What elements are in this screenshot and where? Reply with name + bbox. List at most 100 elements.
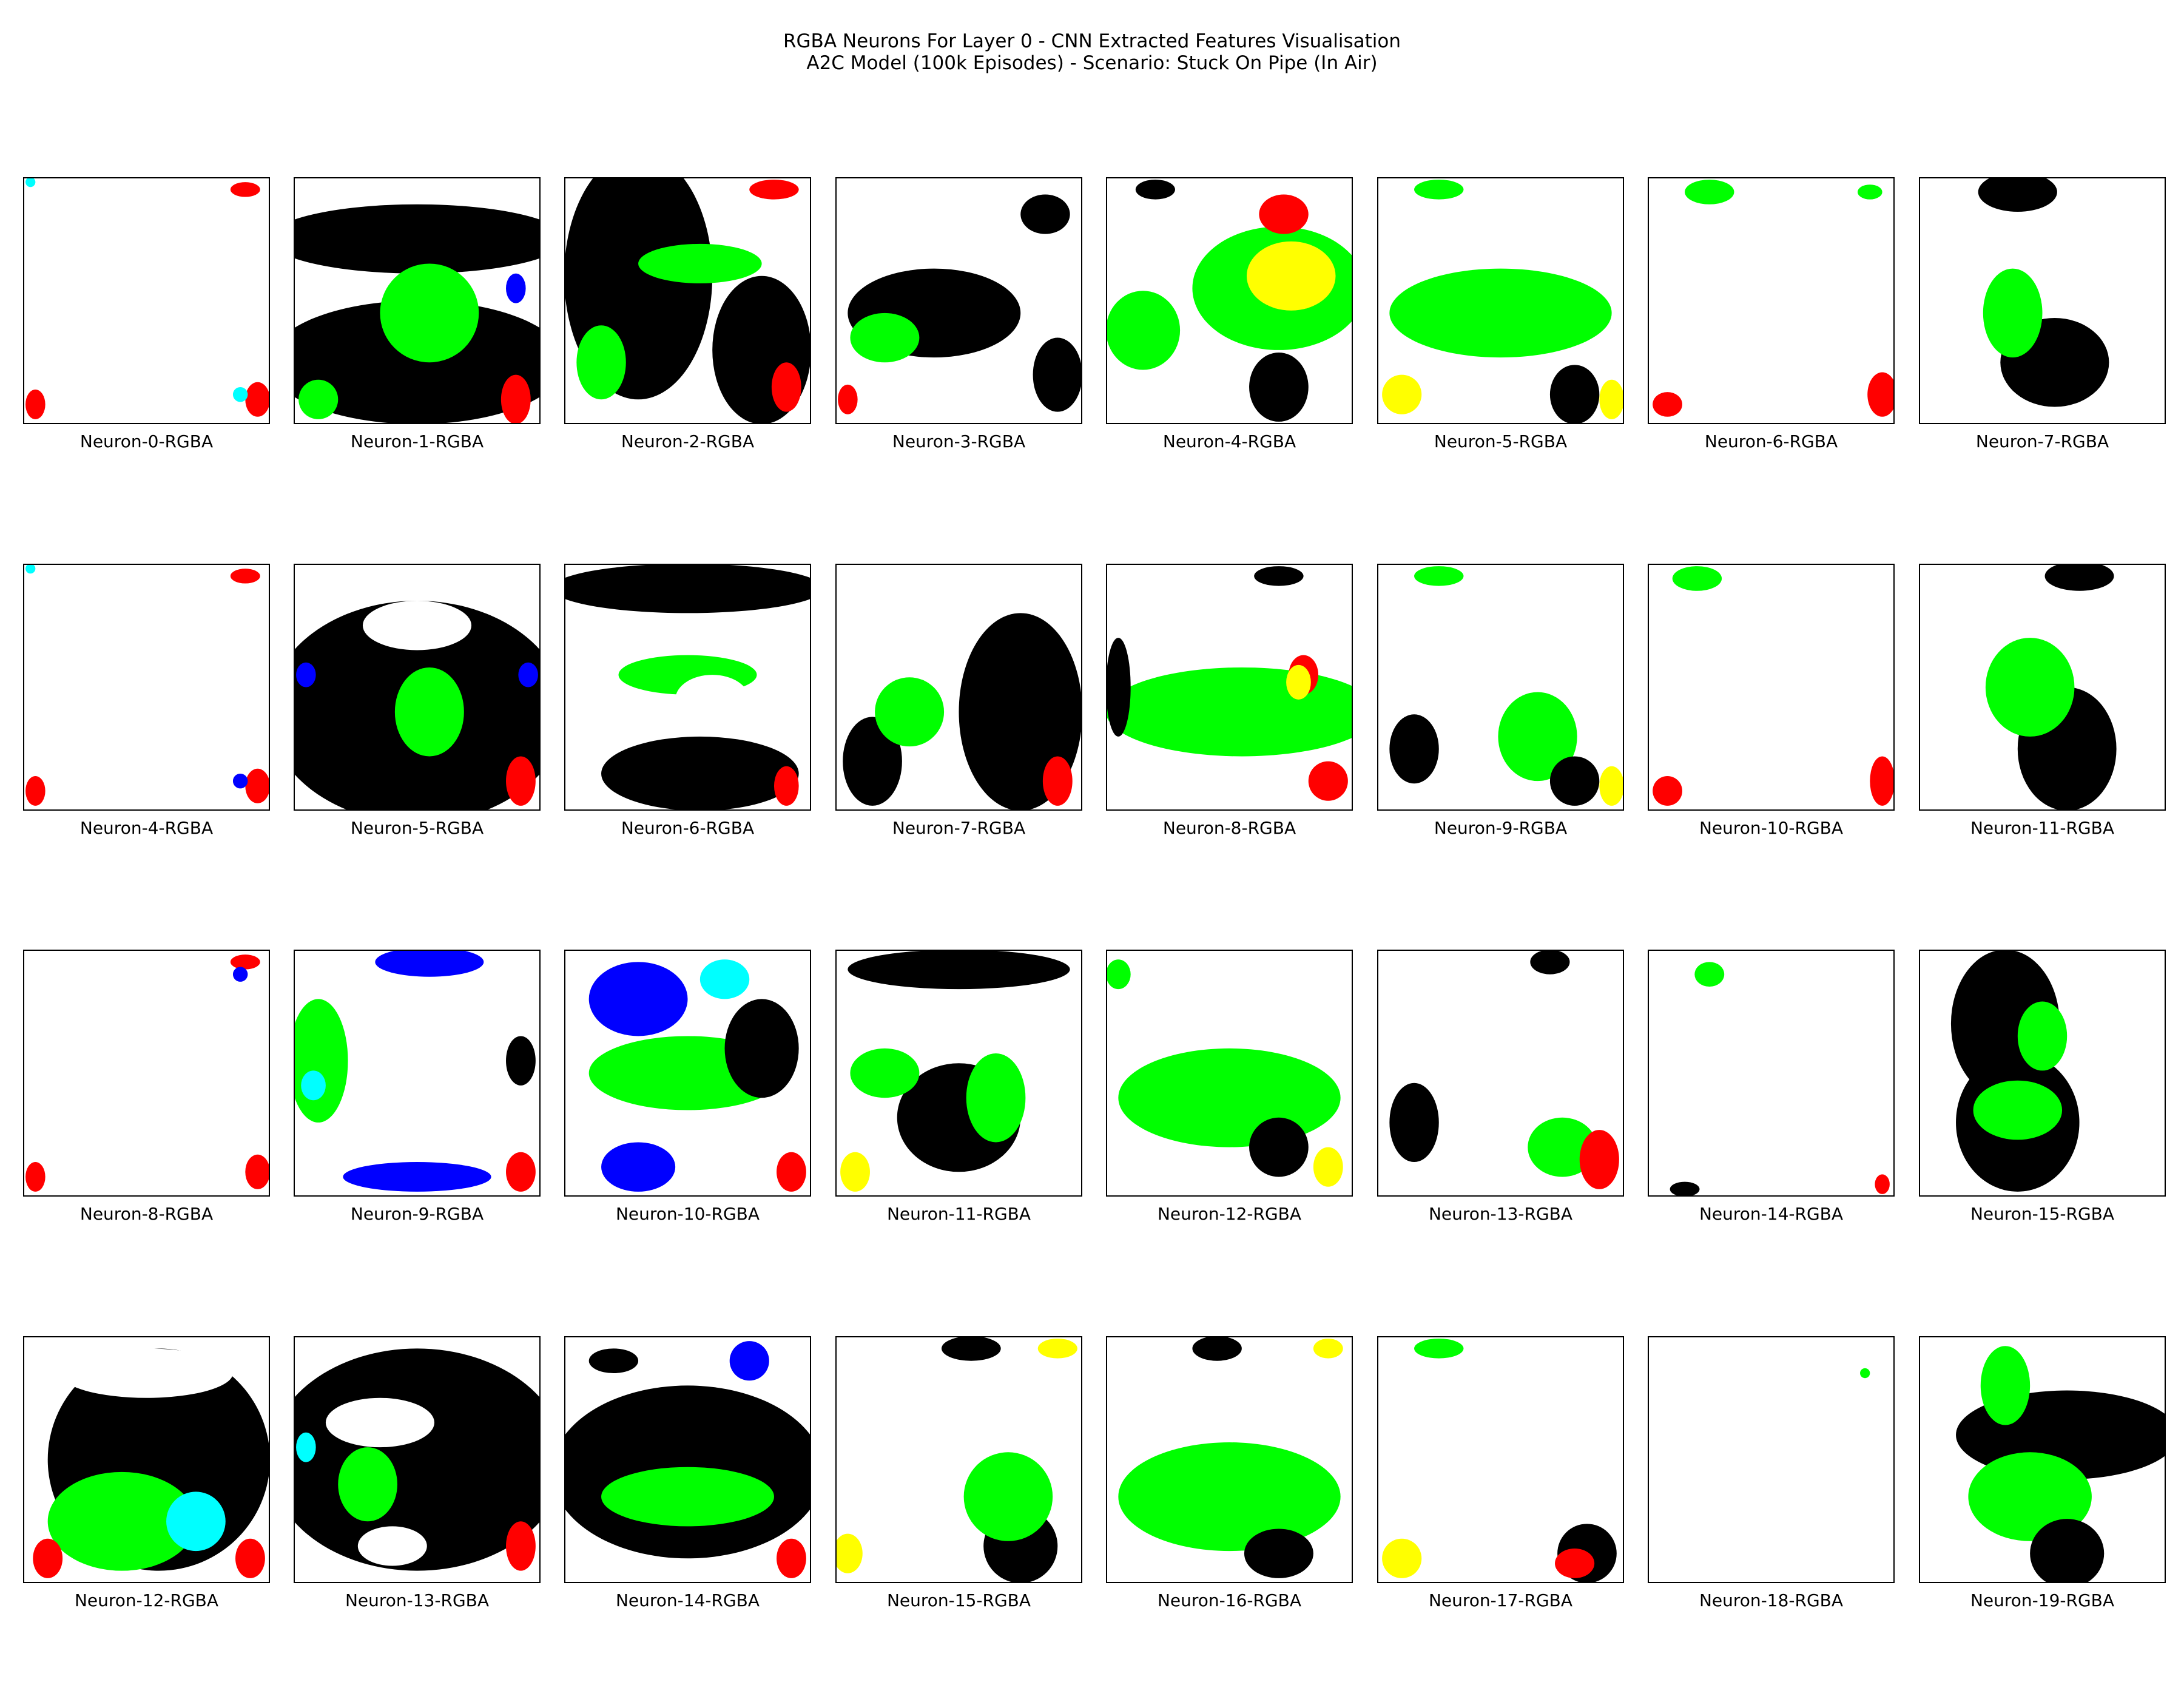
activation-region-black [724, 999, 799, 1098]
activation-region-green [601, 1467, 774, 1527]
activation-region-white [325, 1397, 434, 1448]
panel-frame [1919, 177, 2166, 424]
activation-region-blue [518, 662, 538, 687]
activation-region-green [1389, 268, 1612, 358]
neuron-activation-image [835, 1336, 1082, 1583]
activation-region-cyan [296, 1432, 316, 1462]
panel-label: Neuron-15-RGBA [1970, 1204, 2115, 1224]
panel-label: Neuron-12-RGBA [1157, 1204, 1302, 1224]
neuron-panel [1106, 1336, 1353, 1583]
activation-region-green [1414, 1339, 1464, 1359]
activation-region-cyan [232, 387, 248, 402]
neuron-panel [835, 1336, 1082, 1583]
panel-frame [1648, 1336, 1895, 1583]
image-background [1648, 564, 1895, 811]
neuron-activation-image [1377, 950, 1624, 1197]
activation-region-red [1870, 756, 1895, 806]
activation-region-black [1549, 756, 1600, 806]
activation-region-blue [343, 1162, 491, 1192]
activation-region-black [564, 564, 811, 613]
activation-region-black [294, 300, 541, 424]
activation-region-black [1249, 1117, 1309, 1177]
activation-region-red [245, 382, 270, 417]
neuron-panel [1648, 1336, 1895, 1583]
activation-region-blue [232, 773, 248, 789]
neuron-panel [1919, 564, 2166, 811]
image-background [23, 564, 270, 811]
panel-label: Neuron-2-RGBA [621, 431, 755, 451]
neuron-panel [23, 950, 270, 1197]
activation-region-red [1875, 1174, 1890, 1194]
activation-region-red [500, 374, 531, 424]
neuron-activation-image [1648, 564, 1895, 811]
activation-region-red [506, 1152, 536, 1192]
image-background [1648, 950, 1895, 1197]
neuron-activation-image [564, 177, 811, 424]
activation-region-cyan [166, 1491, 226, 1552]
activation-region-white [355, 1024, 479, 1147]
panel-label: Neuron-18-RGBA [1699, 1590, 1844, 1610]
neuron-panel [294, 564, 541, 811]
neuron-panel [835, 564, 1082, 811]
activation-region-white [60, 1348, 233, 1398]
activation-region-red [777, 1538, 806, 1578]
activation-region-red [25, 390, 46, 419]
panel-label: Neuron-6-RGBA [621, 818, 755, 838]
panel-frame [835, 564, 1082, 811]
panel-frame [564, 564, 811, 811]
activation-region-black [294, 204, 541, 274]
panel-frame [1377, 564, 1624, 811]
image-background [1648, 1336, 1895, 1583]
panel-frame [1919, 564, 2166, 811]
activation-region-red [777, 1152, 806, 1192]
activation-region-black [942, 1336, 1001, 1361]
neuron-activation-image [564, 564, 811, 811]
panel-label: Neuron-16-RGBA [1157, 1590, 1302, 1610]
panel-label: Neuron-7-RGBA [1975, 431, 2109, 451]
figure-subtitle: A2C Model (100k Episodes) - Scenario: St… [806, 52, 1378, 74]
image-background [1648, 177, 1895, 424]
panel-label: Neuron-8-RGBA [79, 1204, 214, 1224]
activation-region-white [675, 675, 750, 725]
panel-frame [294, 177, 541, 424]
panel-label: Neuron-5-RGBA [1434, 431, 1568, 451]
panel-label: Neuron-10-RGBA [1699, 818, 1844, 838]
panel-frame [1106, 1336, 1353, 1583]
activation-region-black [1549, 365, 1600, 424]
activation-region-yellow [1599, 766, 1624, 806]
neuron-activation-image [564, 1336, 811, 1583]
activation-region-red [771, 362, 801, 412]
panel-label: Neuron-0-RGBA [79, 431, 214, 451]
panel-frame [564, 1336, 811, 1583]
panel-frame [1377, 950, 1624, 1197]
activation-region-yellow [1599, 379, 1624, 419]
neuron-panel [23, 1336, 270, 1583]
neuron-panel [23, 177, 270, 424]
activation-region-black [843, 717, 902, 806]
activation-region-black [1033, 337, 1082, 412]
panel-frame [23, 1336, 270, 1583]
neuron-panel [564, 177, 811, 424]
activation-region-red [1259, 194, 1309, 234]
neuron-activation-image [1648, 1336, 1895, 1583]
activation-region-green [576, 325, 626, 400]
activation-region-green [1860, 1368, 1870, 1379]
neuron-activation-image [1648, 177, 1895, 424]
activation-region-cyan [25, 177, 36, 187]
activation-region-green [1685, 180, 1734, 204]
neuron-panel [294, 177, 541, 424]
activation-region-cyan [25, 564, 36, 574]
neuron-panel [23, 564, 270, 811]
neuron-activation-image [23, 177, 270, 424]
panel-frame [564, 177, 811, 424]
activation-region-green [1968, 1452, 2092, 1541]
neuron-activation-image [23, 950, 270, 1197]
activation-region-black [1135, 180, 1175, 200]
activation-region-green [638, 243, 762, 284]
panel-label: Neuron-3-RGBA [892, 431, 1026, 451]
panel-frame [835, 950, 1082, 1197]
activation-region-red [1867, 372, 1895, 417]
panel-label: Neuron-9-RGBA [1434, 818, 1568, 838]
panel-label: Neuron-11-RGBA [886, 1204, 1031, 1224]
panel-label: Neuron-8-RGBA [1162, 818, 1296, 838]
